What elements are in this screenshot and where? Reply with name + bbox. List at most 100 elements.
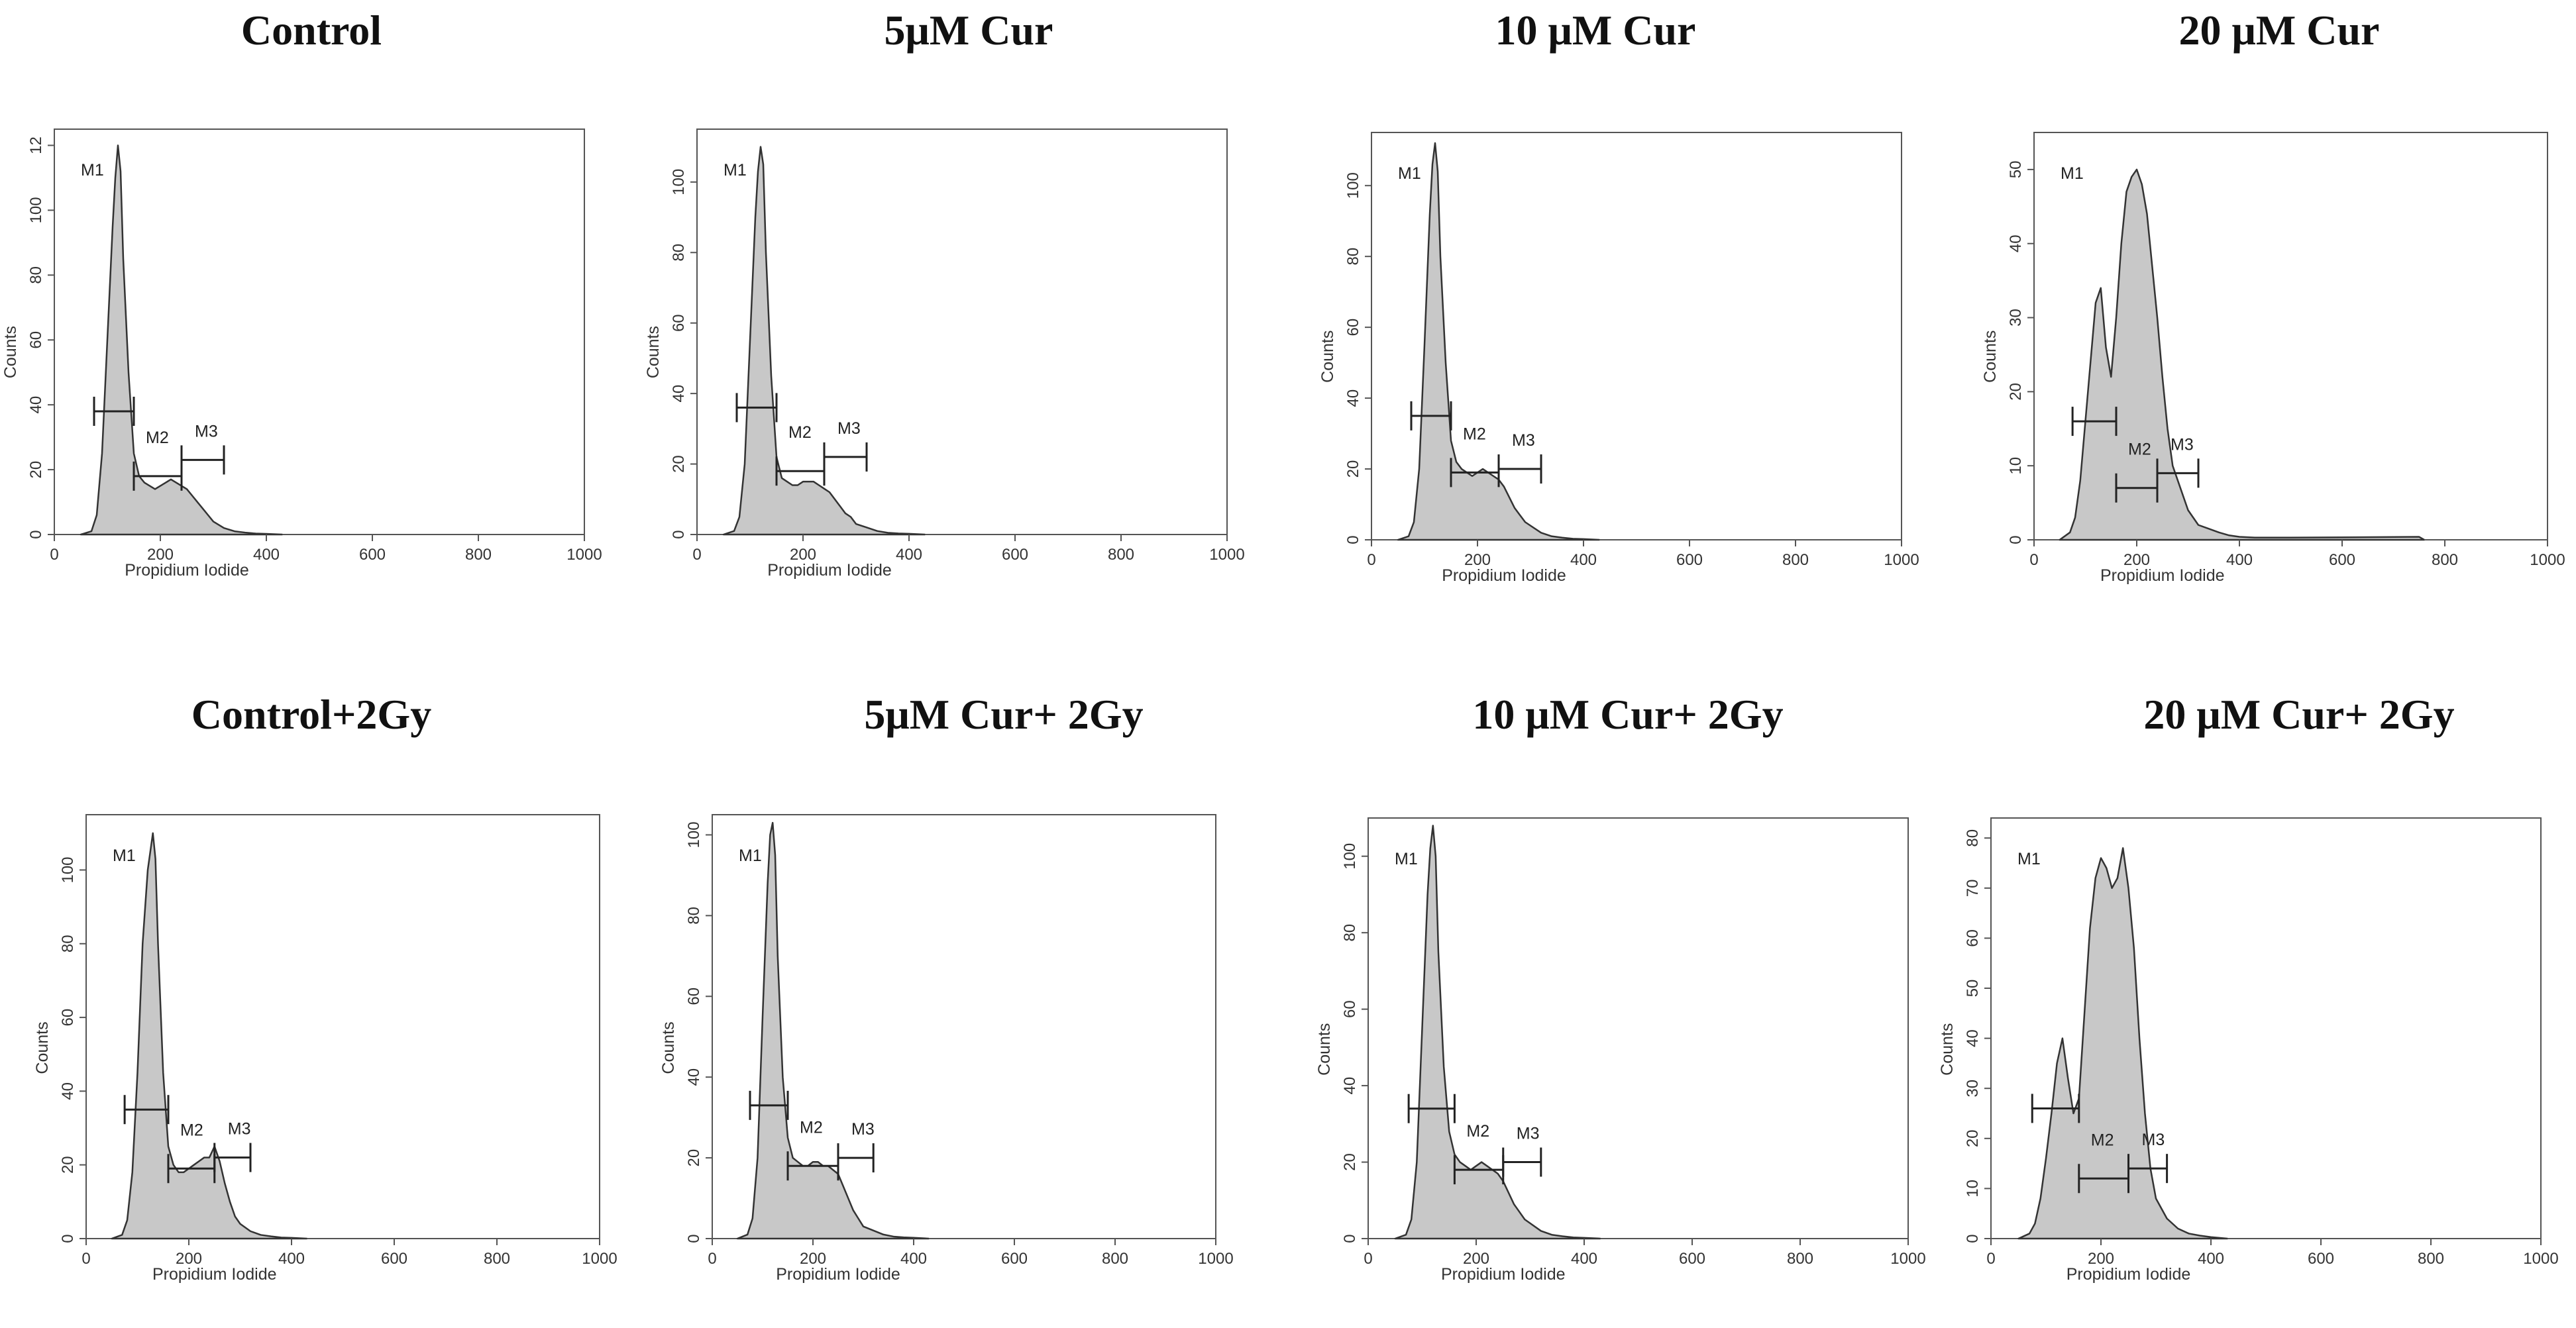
histogram-area (2017, 847, 2229, 1240)
y-tick-label: 60 (1964, 929, 1982, 947)
x-tick-label: 200 (176, 1250, 202, 1268)
y-tick-label: 20 (59, 1156, 77, 1174)
gate-marker-m1: M1 (113, 846, 170, 1125)
chart-panel: 20 μM Cur 0 200 400 600 800 1000 0 10 20 30 40 50 Pro… (1981, 7, 2565, 585)
x-tick-label: 600 (1002, 546, 1028, 564)
x-tick-label: 0 (1364, 1250, 1372, 1268)
y-tick-label: 40 (59, 1082, 77, 1100)
y-tick-label: 100 (27, 197, 45, 223)
x-axis-label: Propidium Iodide (1442, 566, 1566, 585)
chart-panel: Control+2Gy 0 200 400 600 800 1000 0 20 40 60 80 100… (33, 691, 617, 1284)
gate-marker-m3: M3 (2156, 435, 2200, 488)
x-tick-label: 400 (896, 546, 922, 564)
gate-label: M2 (1466, 1122, 1489, 1141)
gate-label: M2 (180, 1121, 203, 1139)
y-axis-label: Counts (1315, 1023, 1334, 1076)
y-tick-label: 40 (670, 385, 688, 403)
y-tick-label: 30 (1964, 1080, 1982, 1098)
y-tick-label: 60 (1341, 1000, 1359, 1018)
y-tick-label: 0 (685, 1234, 703, 1243)
x-tick-label: 1000 (2530, 551, 2565, 569)
x-tick-label: 200 (1464, 551, 1491, 569)
x-tick-label: 600 (1676, 551, 1703, 569)
gate-marker-m2: M2 (2115, 440, 2159, 503)
y-tick-label: 0 (670, 530, 688, 538)
gate-label: M1 (2061, 164, 2084, 183)
y-tick-label: 20 (27, 461, 45, 479)
x-tick-label: 200 (1463, 1250, 1489, 1268)
y-tick-label: 100 (1341, 843, 1359, 870)
gate-marker-m3: M3 (213, 1120, 252, 1172)
x-tick-label: 800 (465, 546, 492, 564)
y-tick-label: 10 (1964, 1180, 1982, 1198)
gate-label: M1 (739, 846, 762, 865)
y-tick-label: 80 (27, 266, 45, 284)
chart-title: 5μM Cur (885, 7, 1053, 54)
x-tick-label: 800 (2432, 551, 2458, 569)
gate-label: M1 (2017, 850, 2041, 868)
x-tick-label: 0 (692, 546, 701, 564)
x-tick-label: 200 (2088, 1250, 2114, 1268)
y-tick-label: 40 (685, 1068, 703, 1086)
chart-title: 10 μM Cur (1495, 7, 1696, 54)
x-tick-label: 600 (1679, 1250, 1705, 1268)
y-tick-label: 80 (1341, 924, 1359, 942)
gate-marker-m2: M2 (786, 1118, 839, 1181)
x-axis-label: Propidium Iodide (776, 1265, 900, 1284)
y-tick-label: 80 (685, 907, 703, 925)
y-tick-label: 100 (59, 856, 77, 883)
gate-label: M3 (2171, 435, 2194, 454)
y-tick-label: 60 (685, 988, 703, 1005)
y-tick-label: 20 (2007, 383, 2025, 401)
gate-label: M2 (800, 1118, 823, 1137)
x-tick-label: 800 (1102, 1250, 1128, 1268)
x-tick-label: 200 (800, 1250, 826, 1268)
y-tick-label: 50 (2007, 161, 2025, 179)
chart-panel: Control 0 200 400 600 800 1000 0 20 40 60 80 100 12 Pr… (1, 7, 602, 580)
chart-panel: 10 μM Cur+ 2Gy 0 200 400 600 800 1000 0 20 40 60 80… (1315, 691, 1926, 1284)
x-tick-label: 800 (1108, 546, 1134, 564)
x-tick-label: 0 (1367, 551, 1375, 569)
y-tick-label: 0 (59, 1234, 77, 1243)
gate-label: M1 (1395, 850, 1418, 868)
gate-label: M3 (195, 422, 218, 440)
x-axis-label: Propidium Iodide (2066, 1265, 2191, 1284)
x-tick-label: 200 (147, 546, 174, 564)
gate-marker-m3: M3 (1497, 431, 1542, 484)
x-tick-label: 0 (50, 546, 58, 564)
y-tick-label: 70 (1964, 879, 1982, 897)
y-axis-label: Counts (33, 1021, 52, 1074)
x-tick-label: 800 (484, 1250, 510, 1268)
gate-label: M2 (788, 423, 812, 442)
y-tick-label: 40 (2007, 234, 2025, 252)
y-axis-label: Counts (1938, 1023, 1957, 1076)
chart-title: Control+2Gy (191, 691, 431, 738)
y-tick-label: 60 (59, 1009, 77, 1027)
y-tick-label: 60 (27, 331, 45, 349)
histogram-area (1397, 142, 1601, 541)
gate-label: M3 (837, 419, 861, 438)
x-tick-label: 400 (253, 546, 280, 564)
y-tick-label: 0 (27, 530, 45, 538)
y-tick-label: 0 (1344, 535, 1362, 544)
x-tick-label: 600 (1001, 1250, 1028, 1268)
x-tick-label: 600 (2329, 551, 2355, 569)
y-tick-label: 20 (1344, 460, 1362, 478)
gate-label: M1 (81, 161, 104, 179)
gate-marker-m1: M1 (2061, 164, 2118, 436)
y-tick-label: 80 (1964, 829, 1982, 847)
y-tick-label: 40 (1344, 389, 1362, 407)
y-axis-label: Counts (1318, 331, 1337, 383)
x-tick-label: 0 (81, 1250, 90, 1268)
histogram-area (1394, 825, 1601, 1240)
y-tick-label: 40 (1964, 1029, 1982, 1047)
gate-marker-m1: M1 (81, 161, 135, 426)
y-tick-label: 20 (1964, 1129, 1982, 1147)
y-axis-label: Counts (1981, 331, 2000, 383)
chart-title: 5μM Cur+ 2Gy (864, 691, 1143, 738)
y-axis-label: Counts (659, 1021, 678, 1074)
x-axis-label: Propidium Iodide (1441, 1265, 1566, 1284)
y-tick-label: 100 (670, 169, 688, 195)
x-tick-label: 1000 (1884, 551, 1919, 569)
